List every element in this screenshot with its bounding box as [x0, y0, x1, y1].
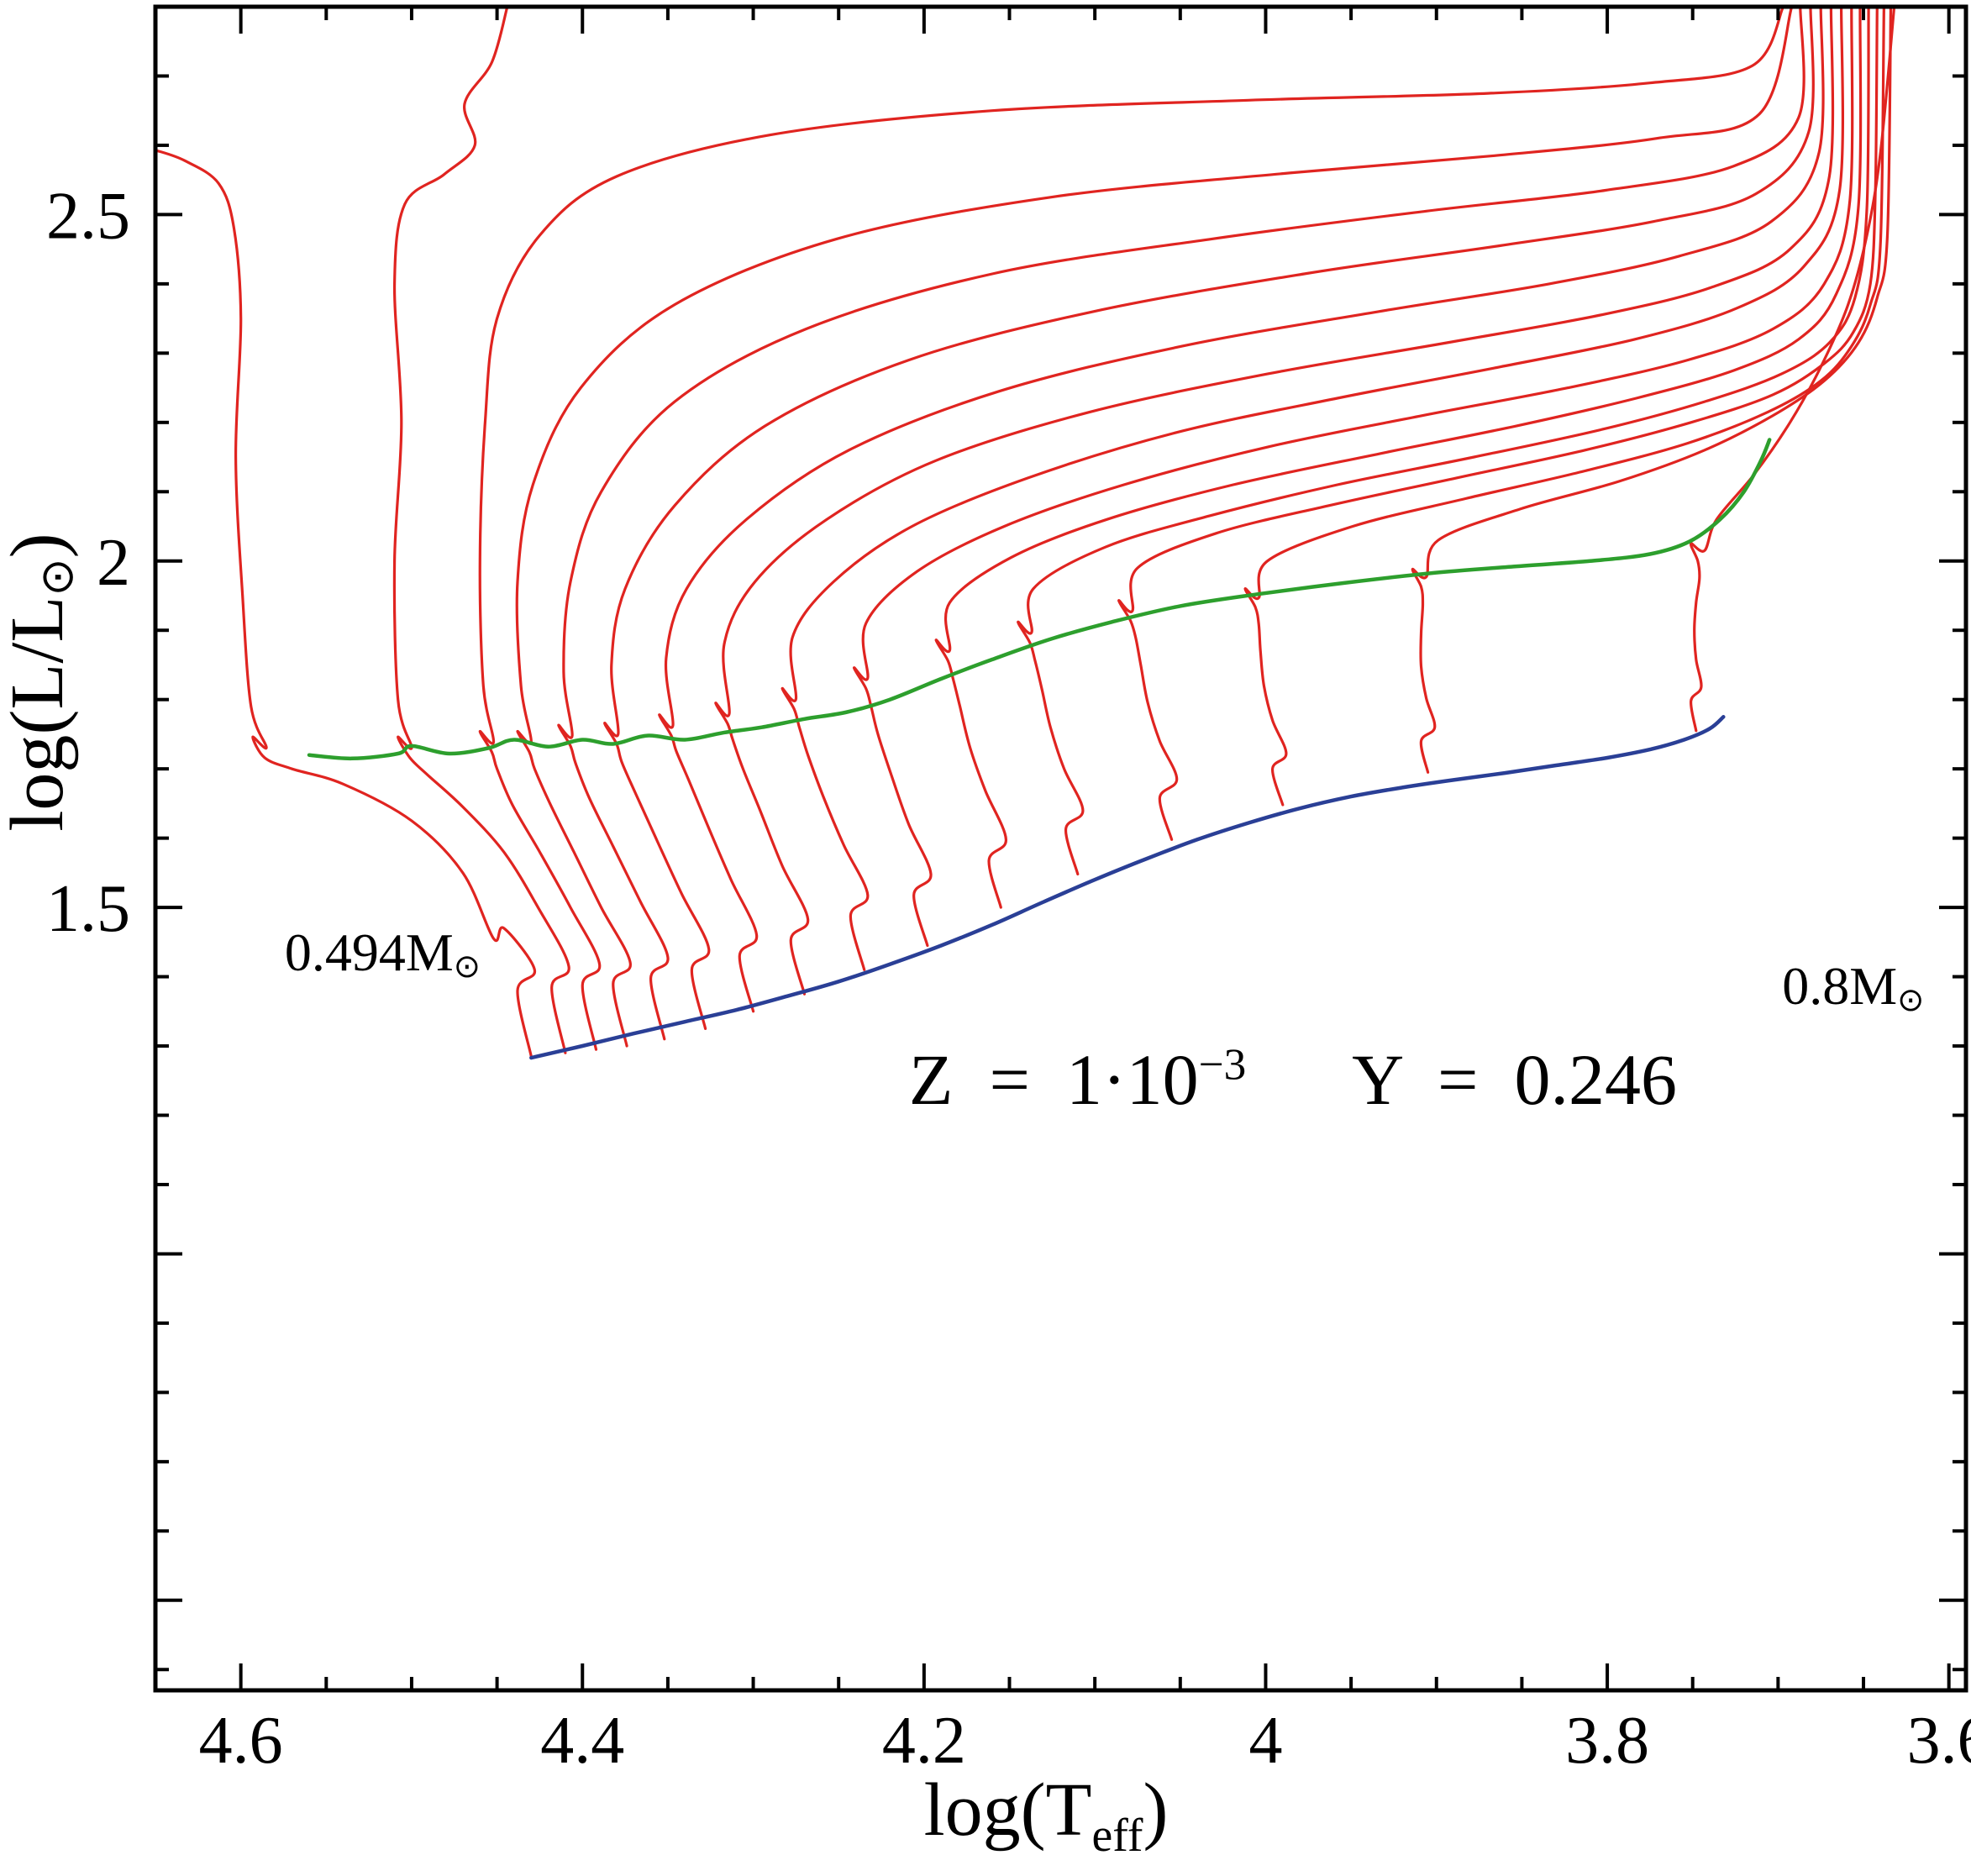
x-tick-label: 4	[1248, 1704, 1282, 1778]
series-track-02	[392, 5, 570, 1054]
x-tick-label: 4.4	[540, 1704, 624, 1778]
annotation-mass-low-base: 0.494M	[284, 922, 454, 983]
series-track-16	[1689, 5, 1896, 733]
series-track-11	[934, 5, 1863, 909]
annotation-composition-base: Z = 1·10	[908, 1038, 1199, 1120]
series-track-08	[714, 5, 1835, 996]
series-track-09	[781, 5, 1845, 971]
y-axis-title-text: log(L/L	[0, 596, 80, 832]
series-track-12	[1017, 5, 1870, 876]
annotation-mass-high: 0.8M⊙	[1782, 955, 1924, 1019]
y-tick-label: 2.5	[46, 179, 130, 253]
x-axis-title: log(Teff)	[924, 1767, 1169, 1863]
series-track-07	[658, 5, 1825, 1013]
x-tick-label: 4.6	[199, 1704, 283, 1778]
series-green-crossing-line	[307, 438, 1772, 761]
x-tick-label: 4.2	[882, 1704, 966, 1778]
series-blue-lower-envelope	[529, 715, 1726, 1060]
series-track-05	[557, 5, 1805, 1041]
annotation-composition-base: Y = 0.246	[1246, 1038, 1678, 1120]
series-track-15	[1411, 5, 1893, 774]
sun-symbol: ⊙	[29, 558, 83, 596]
x-axis-title-sub: eff	[1091, 1810, 1143, 1862]
plot-frame	[153, 4, 1968, 1693]
series-track-13	[1117, 5, 1879, 841]
series-track-14	[1243, 5, 1885, 807]
y-axis-title-close: )	[0, 533, 80, 559]
annotation-composition: Z = 1·10−3 Y = 0.246	[909, 1038, 1677, 1122]
annotation-mass-high-base: 0.8M	[1782, 955, 1898, 1016]
series-track-04	[515, 5, 1794, 1048]
series-track-01	[154, 149, 536, 1058]
series-track-03	[478, 5, 1785, 1051]
x-tick-label: 3.6	[1907, 1704, 1971, 1778]
y-tick-label: 1.5	[46, 872, 130, 946]
x-axis-title-close: )	[1143, 1768, 1169, 1852]
annotation-mass-low: 0.494M⊙	[285, 922, 481, 985]
annotation-composition-sup: −3	[1198, 1038, 1247, 1090]
annotation-mass-high-sun: ⊙	[1897, 981, 1925, 1020]
series-track-10	[852, 5, 1854, 948]
y-tick-label: 2	[97, 526, 130, 600]
series-track-06	[603, 5, 1815, 1030]
y-axis-title: log(L/L⊙)	[0, 533, 83, 831]
annotation-mass-low-sun: ⊙	[453, 948, 481, 986]
x-tick-label: 3.8	[1565, 1704, 1649, 1778]
x-axis-title-text: log(T	[923, 1768, 1092, 1852]
